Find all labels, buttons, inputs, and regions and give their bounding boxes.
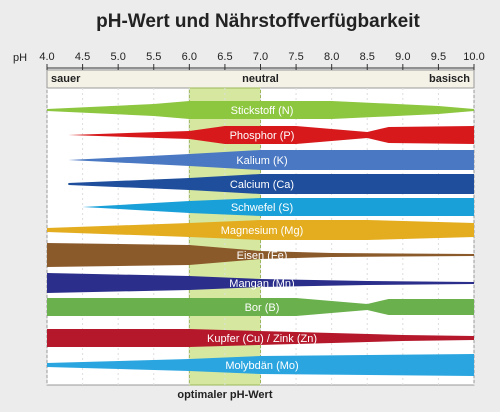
chart-title: pH-Wert und Nährstoffverfügbarkeit [96, 11, 420, 32]
nutrient-label: Stickstoff (N) [231, 105, 294, 117]
nutrient-band [47, 298, 474, 316]
x-tick-label: 7.5 [288, 51, 303, 63]
x-tick-label: 7.0 [253, 51, 268, 63]
x-tick-label: 4.5 [75, 51, 90, 63]
x-tick-label: 6.5 [217, 51, 232, 63]
nutrient-label: Eisen (Fe) [237, 250, 288, 262]
x-tick-label: 10.0 [463, 51, 484, 63]
nutrient-label: Phosphor (P) [230, 130, 295, 142]
x-tick-label: 9.0 [395, 51, 410, 63]
nutrient-label: Mangan (Mn) [229, 278, 294, 290]
x-tick-label: 5.0 [111, 51, 126, 63]
nutrient-label: Molybdän (Mo) [225, 360, 298, 372]
x-tick-label: 4.0 [39, 51, 54, 63]
nutrient-band [68, 174, 474, 194]
x-tick-label: 8.5 [360, 51, 375, 63]
nutrient-label: Calcium (Ca) [230, 179, 294, 191]
zone-label: basisch [429, 73, 470, 85]
zone-label: neutral [242, 73, 279, 85]
nutrient-band [82, 198, 474, 216]
nutrient-label: Bor (B) [245, 302, 280, 314]
nutrient-label: Kupfer (Cu) / Zink (Zn) [207, 333, 317, 345]
nutrient-band [47, 220, 474, 240]
nutrient-band [47, 243, 474, 267]
nutrient-label: Kalium (K) [236, 155, 287, 167]
nutrient-label: Schwefel (S) [231, 202, 293, 214]
zone-label: sauer [51, 73, 81, 85]
nutrient-band [47, 329, 474, 347]
x-axis-label: pH [13, 52, 27, 64]
x-tick-label: 9.5 [431, 51, 446, 63]
x-tick-label: 8.0 [324, 51, 339, 63]
nutrient-band [47, 354, 474, 376]
optimal-label: optimaler pH-Wert [177, 389, 272, 401]
nutrient-band [47, 101, 474, 119]
nutrient-label: Magnesium (Mg) [221, 225, 304, 237]
x-tick-label: 6.0 [182, 51, 197, 63]
nutrient-band [68, 150, 474, 170]
nutrient-band [68, 126, 474, 144]
x-tick-label: 5.5 [146, 51, 161, 63]
nutrient-band [47, 273, 474, 293]
